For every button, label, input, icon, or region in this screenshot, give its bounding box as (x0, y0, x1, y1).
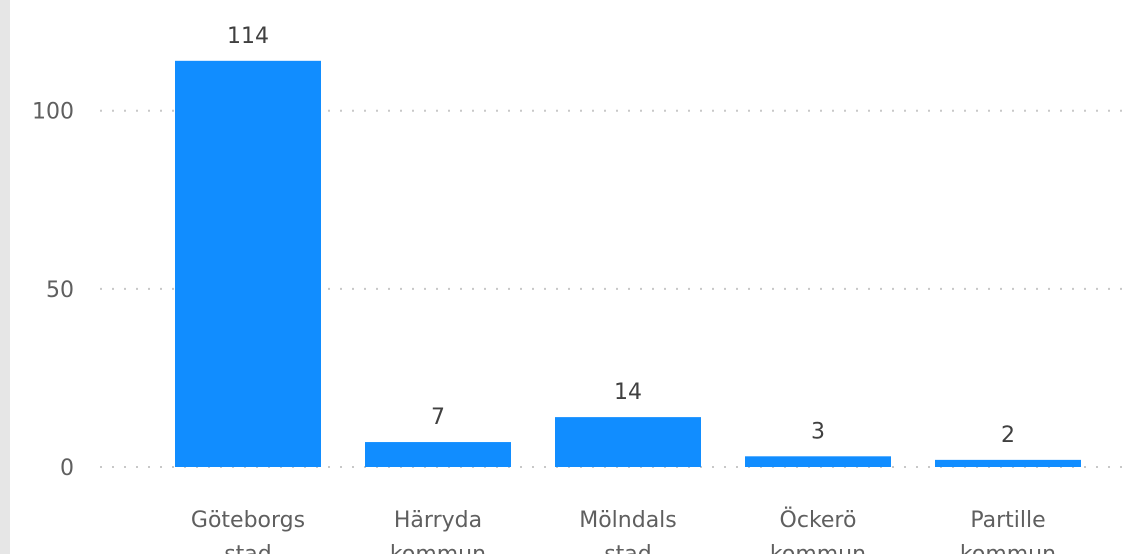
y-tick-label: 0 (60, 456, 74, 481)
data-label: 7 (431, 405, 445, 430)
bar[interactable] (175, 60, 321, 468)
panel-border (0, 0, 10, 554)
data-label: 114 (227, 24, 269, 49)
y-tick-label: 100 (32, 100, 74, 125)
x-tick-label: Härrydakommun (390, 508, 486, 554)
x-tick-label: Mölndalsstad (579, 508, 677, 554)
data-label: 3 (811, 419, 825, 444)
x-axis: Göteborgsstad Härrydakommun Mölndalsstad Öc… (191, 507, 1056, 554)
y-tick-label: 50 (46, 278, 74, 303)
bars (175, 60, 1081, 468)
bar[interactable] (365, 442, 511, 467)
data-label: 14 (614, 380, 642, 405)
x-tick-label: Öckerökommun (770, 507, 866, 554)
bar[interactable] (935, 459, 1081, 467)
bar[interactable] (555, 417, 701, 467)
data-label: 2 (1001, 423, 1015, 448)
data-labels: 114 7 14 3 2 (227, 24, 1015, 448)
x-tick-label: Göteborgsstad (191, 508, 305, 554)
y-axis: 0 50 100 (32, 100, 74, 481)
x-tick-label: Partillekommun (960, 508, 1056, 554)
bar[interactable] (745, 456, 891, 467)
